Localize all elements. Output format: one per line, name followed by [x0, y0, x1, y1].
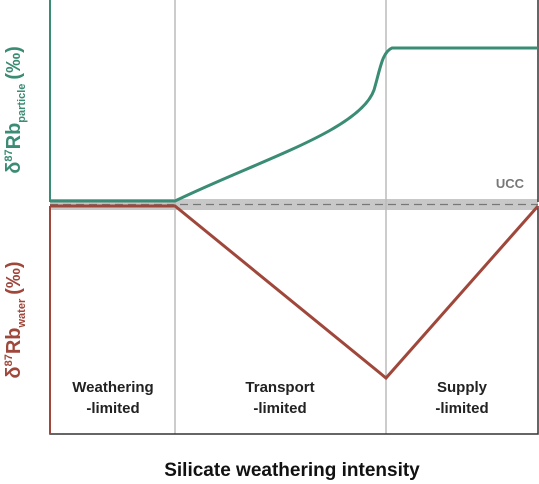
y-label-bottom: δ87Rbwater (‰) — [3, 261, 28, 378]
symbol: δ — [3, 366, 25, 378]
region-label: Weathering — [72, 379, 153, 396]
subscript: particle — [16, 84, 28, 123]
symbol: δ — [3, 162, 25, 174]
ucc-band — [50, 199, 538, 210]
superscript: 87 — [3, 354, 15, 366]
x-label: Silicate weathering intensity — [164, 460, 420, 481]
region-label: -limited — [253, 400, 306, 417]
unit: (‰) — [3, 46, 25, 79]
subscript: water — [16, 298, 28, 328]
y-label-top: δ87Rbparticle (‰) — [3, 46, 28, 174]
reference-label: UCC — [496, 176, 525, 191]
region-label: Supply — [437, 379, 488, 396]
element: Rb — [3, 123, 25, 150]
superscript: 87 — [3, 149, 15, 161]
water-curve — [50, 204, 539, 381]
region-label: -limited — [86, 400, 139, 417]
particle-curve — [50, 46, 538, 203]
element: Rb — [3, 328, 25, 355]
region-label: -limited — [435, 400, 488, 417]
unit: (‰) — [3, 261, 25, 294]
region-label: Transport — [245, 379, 314, 396]
